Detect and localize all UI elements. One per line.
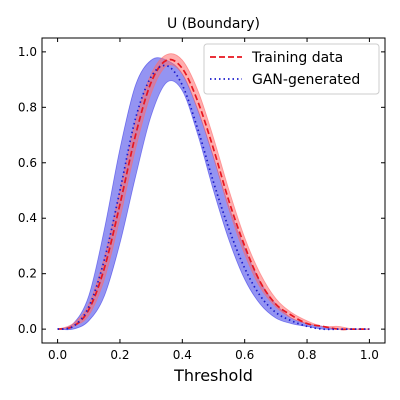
legend-label-1: GAN-generated: [252, 72, 360, 88]
series-line-1: [57, 64, 370, 331]
x-axis-label: Threshold: [173, 366, 253, 385]
y-tick-label: 0.6: [18, 156, 37, 170]
series-line-0: [57, 58, 370, 331]
y-tick-label: 0.8: [18, 100, 37, 114]
legend: Training data GAN-generated: [203, 43, 380, 95]
y-tick-label: 0.4: [18, 211, 37, 225]
legend-label-0: Training data: [251, 50, 343, 66]
y-tick-label: 0.0: [18, 322, 37, 336]
x-tick-label: 0.6: [235, 348, 254, 362]
plot-area-frame: [41, 37, 386, 344]
band-1: [57, 57, 370, 331]
x-tick-label: 0.4: [173, 348, 192, 362]
y-tick-label: 0.2: [18, 267, 37, 281]
chart-title: U (Boundary): [167, 16, 260, 32]
confidence-bands: [57, 53, 370, 331]
x-tick-label: 1.0: [360, 348, 379, 362]
x-tick-label: 0.0: [48, 348, 67, 362]
y-tick-label: 1.0: [18, 45, 37, 59]
legend-box: [203, 43, 380, 95]
x-axis-ticks: 0.0 0.2 0.4 0.6 0.8 1.0: [48, 38, 379, 362]
y-axis-ticks: 0.0 0.2 0.4 0.6 0.8 1.0: [18, 45, 385, 336]
series-lines: [57, 58, 370, 331]
x-tick-label: 0.2: [110, 348, 129, 362]
x-tick-label: 0.8: [297, 348, 316, 362]
